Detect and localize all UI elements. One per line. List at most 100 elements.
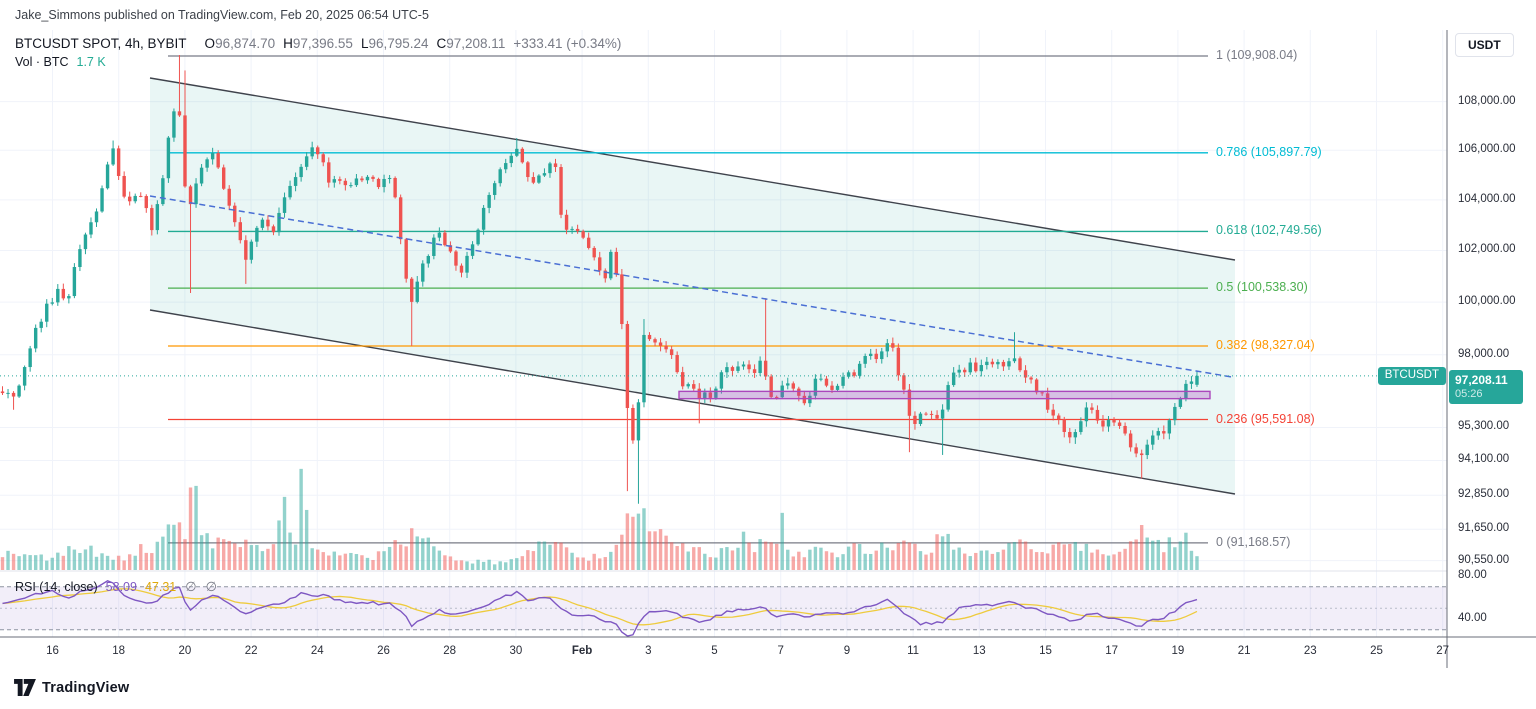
- volume-bar: [581, 557, 585, 570]
- candle-body: [586, 237, 591, 248]
- volume-bar: [653, 531, 657, 570]
- time-tick-label: 28: [443, 645, 457, 657]
- volume-bar: [891, 550, 895, 570]
- volume-bar: [819, 547, 823, 570]
- volume-bar: [504, 562, 508, 570]
- candle-body: [609, 251, 613, 279]
- candle-body: [310, 147, 314, 157]
- time-tick-label: 19: [1171, 645, 1185, 657]
- volume-bar: [935, 534, 939, 570]
- volume-bar: [963, 553, 967, 570]
- volume-bar: [343, 553, 348, 570]
- candle-body: [183, 115, 187, 187]
- candle-body: [454, 251, 458, 266]
- time-tick-label: 25: [1370, 645, 1383, 657]
- volume-bar: [620, 534, 624, 570]
- symbol-title[interactable]: BTCUSDT SPOT, 4h, BYBIT: [15, 36, 187, 51]
- candle-body: [398, 197, 403, 240]
- volume-bar: [33, 555, 38, 570]
- volume-bar: [669, 542, 674, 570]
- candle-body: [133, 195, 137, 202]
- symbol-price-tag: BTCUSDT: [1377, 366, 1446, 385]
- currency-toggle-button[interactable]: USDT: [1455, 33, 1514, 57]
- volume-bar: [155, 541, 160, 570]
- support-zone-box[interactable]: [678, 390, 1211, 400]
- open-value: 96,874.70: [215, 36, 276, 51]
- volume-bar: [476, 559, 480, 570]
- volume-bar: [183, 539, 187, 570]
- candle-body: [177, 111, 182, 116]
- time-tick-label: 21: [1237, 645, 1251, 657]
- time-tick-label: 16: [46, 645, 59, 657]
- candle-body: [166, 137, 171, 179]
- candle-body: [680, 372, 685, 387]
- volume-bar: [398, 544, 403, 570]
- candle-body: [675, 355, 679, 373]
- volume-bar: [990, 553, 995, 570]
- candle-body: [360, 178, 364, 181]
- descending-channel-drawing[interactable]: [149, 77, 1236, 495]
- candle-body: [835, 385, 840, 390]
- volume-bar: [979, 550, 984, 570]
- candle-body: [476, 229, 480, 245]
- tradingview-logo[interactable]: TradingView: [14, 679, 129, 696]
- volume-bar: [410, 528, 414, 570]
- time-tick-label: 24: [310, 645, 324, 657]
- candle-body: [515, 148, 519, 156]
- volume-bar: [1001, 549, 1006, 570]
- rsi-label[interactable]: RSI (14, close): [15, 580, 98, 594]
- candle-body: [664, 345, 668, 350]
- time-axis[interactable]: 16 18 20 22 24 26 28 30 Feb 3 5 7 9 11 13 15 17 19 21 23 25 2…: [0, 637, 1449, 669]
- channel-lower-line[interactable]: [149, 309, 1236, 495]
- candle-body: [39, 321, 43, 328]
- fib-retracement-lines[interactable]: [168, 55, 1208, 544]
- time-tick-label: 22: [244, 645, 258, 657]
- volume-bar: [924, 554, 928, 570]
- candle-body: [703, 392, 707, 400]
- candle-body: [0, 391, 5, 394]
- candle-body: [1079, 421, 1083, 433]
- candle-body: [603, 270, 607, 279]
- candle-body: [575, 228, 580, 232]
- volume-bar: [354, 554, 359, 570]
- volume-bar: [266, 548, 270, 570]
- empty-set-icon: ∅: [185, 579, 197, 594]
- volume-bar: [830, 552, 834, 570]
- candle-body: [924, 413, 928, 415]
- volume-bar: [1145, 537, 1149, 570]
- candle-body: [824, 378, 829, 386]
- candle-body: [1101, 420, 1105, 427]
- candle-body: [1045, 393, 1050, 410]
- candle-body: [1007, 361, 1011, 367]
- volume-bar: [17, 556, 21, 570]
- dashed-trendline[interactable]: [149, 195, 1233, 378]
- volume-bar: [896, 542, 901, 570]
- volume-bar: [730, 550, 735, 570]
- candle-body: [1051, 409, 1055, 416]
- volume-bar: [1029, 549, 1033, 570]
- candle-body: [913, 415, 917, 424]
- volume-bar: [625, 513, 630, 570]
- channel-upper-line[interactable]: [149, 77, 1236, 261]
- candle-body: [1151, 435, 1155, 445]
- candle-body: [940, 409, 945, 419]
- volume-bar: [465, 561, 469, 570]
- volume-bar: [692, 547, 696, 570]
- volume-bar: [426, 537, 431, 570]
- volume-bar: [166, 524, 171, 570]
- candle-body: [979, 365, 984, 372]
- volume-bar: [741, 531, 746, 570]
- volume-bar: [575, 557, 580, 570]
- candle-body: [459, 265, 464, 273]
- candle-body: [808, 395, 812, 404]
- price-axis[interactable]: USDT 108,000.00 106,000.00 104,000.00 102,0…: [1447, 30, 1536, 668]
- candle-body: [144, 196, 148, 209]
- candle-body: [697, 388, 701, 400]
- volume-bar: [863, 553, 867, 570]
- volume-bar: [564, 547, 569, 570]
- volume-bar: [1095, 549, 1100, 570]
- candle-body: [299, 166, 303, 178]
- volume-bar: [791, 556, 795, 570]
- candle-body: [548, 163, 552, 174]
